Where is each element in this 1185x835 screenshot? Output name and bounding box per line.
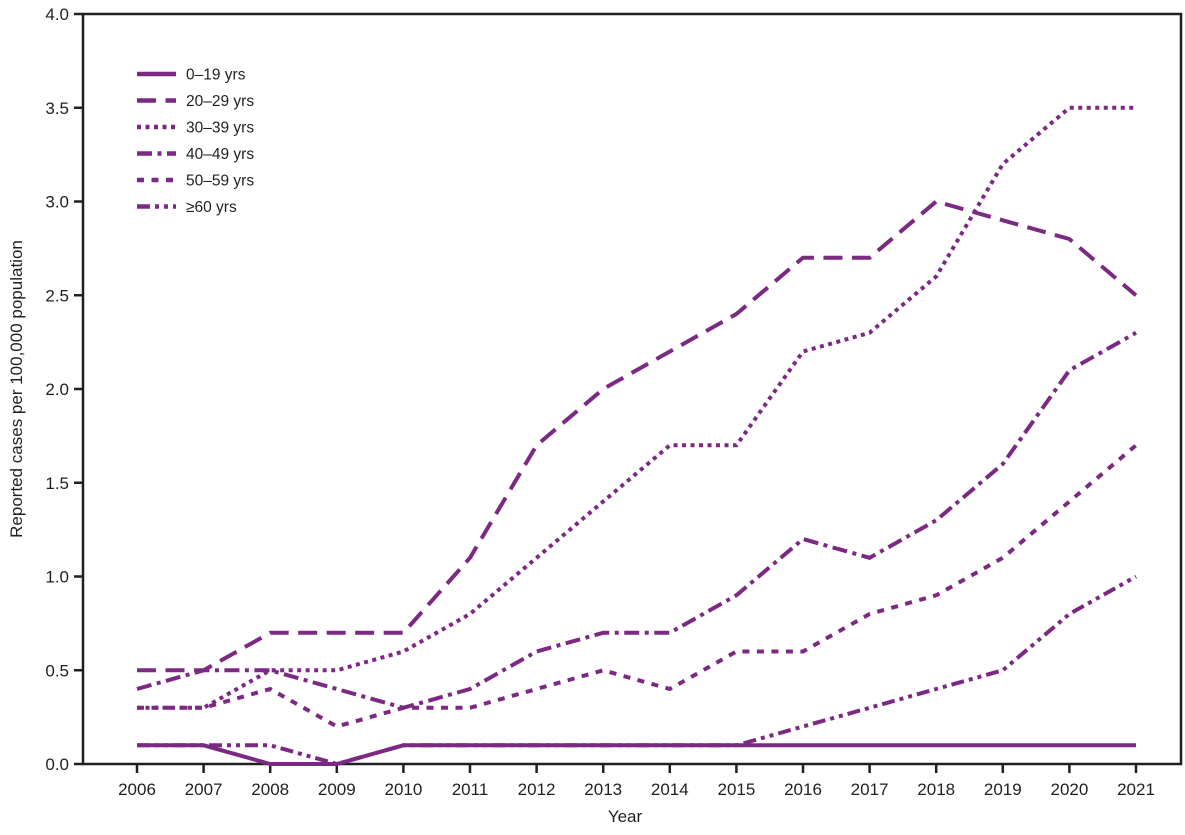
y-axis-tick-label: 4.0 (45, 5, 69, 24)
x-axis-tick-label: 2016 (784, 780, 822, 799)
x-axis-tick-label: 2012 (518, 780, 556, 799)
series-line-long-dash (137, 199, 1138, 673)
x-axis-tick-label: 2021 (1117, 780, 1155, 799)
y-axis-tick-label: 2.5 (45, 286, 69, 305)
series-line-square-dash (137, 443, 1138, 729)
x-axis-title: Year (608, 807, 643, 826)
y-axis-tick-label: 0.5 (45, 661, 69, 680)
legend-label: 20–29 yrs (186, 93, 254, 110)
legend-label: 30–39 yrs (186, 120, 254, 137)
legend-label: ≥60 yrs (186, 199, 237, 216)
y-axis-title: Reported cases per 100,000 population (7, 240, 26, 538)
legend-label: 50–59 yrs (186, 173, 254, 190)
y-axis-tick-label: 0.0 (45, 755, 69, 774)
x-axis-tick-label: 2017 (851, 780, 889, 799)
y-axis-tick-label: 1.0 (45, 568, 69, 587)
series-line-dash-dot-dot (137, 574, 1137, 767)
x-axis-tick-label: 2009 (318, 780, 356, 799)
x-axis-tick-label: 2011 (452, 780, 489, 799)
x-axis-tick-label: 2020 (1050, 780, 1088, 799)
y-axis-tick-label: 2.0 (45, 380, 69, 399)
legend-label: 0–19 yrs (186, 67, 246, 84)
x-axis-tick-label: 2006 (118, 780, 156, 799)
x-axis-tick-label: 2015 (717, 780, 755, 799)
x-axis-tick-label: 2014 (651, 780, 689, 799)
series-line-dash-dot (136, 331, 1137, 710)
y-axis-tick-label: 1.5 (45, 474, 69, 493)
y-axis-tick-label: 3.5 (45, 99, 69, 118)
x-axis-tick-label: 2008 (251, 780, 289, 799)
series-line-dot (137, 105, 1136, 710)
legend-label: 40–49 yrs (186, 146, 254, 163)
x-axis-tick-label: 2007 (185, 780, 223, 799)
x-axis-tick-label: 2019 (984, 780, 1022, 799)
x-axis-tick-label: 2018 (917, 780, 955, 799)
y-axis-tick-label: 3.0 (45, 193, 69, 212)
x-axis-tick-label: 2010 (384, 780, 422, 799)
x-axis-tick-label: 2013 (584, 780, 622, 799)
